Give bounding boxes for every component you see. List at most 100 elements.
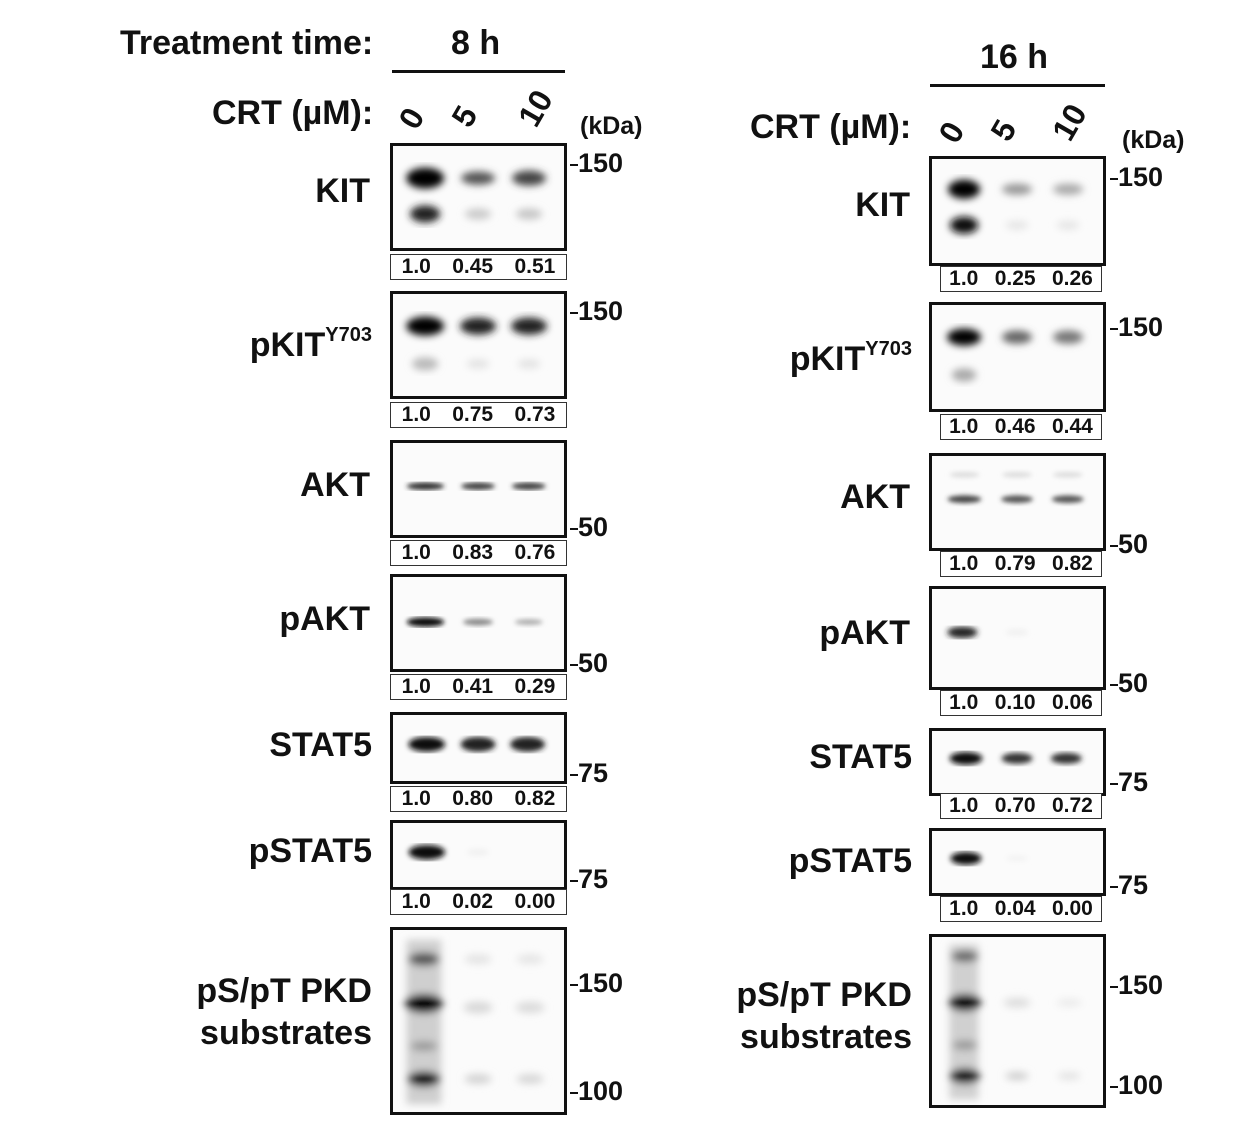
conc-5-left: 5 [444, 99, 485, 133]
protein-name: pKIT [789, 340, 866, 378]
blot-pkit-16h [929, 302, 1106, 412]
phospho-site: Y703 [325, 324, 372, 346]
quant-value: 0.79 [994, 552, 1036, 575]
treatment-time-label: Treatment time: [120, 24, 374, 62]
quant-akt-8h: 1.0 0.83 0.76 [390, 540, 567, 566]
blot-pakt-8h [390, 574, 567, 672]
mw-marker: 150 [569, 968, 624, 998]
quant-value: 0.83 [452, 541, 494, 564]
mw-marker: 75 [569, 864, 609, 894]
quant-akt-16h: 1.0 0.79 0.82 [940, 551, 1102, 577]
protein-label-akt: AKT [840, 478, 910, 516]
quant-value: 0.80 [452, 787, 494, 810]
protein-label-kit: KIT [855, 186, 910, 224]
blot-pkit-8h [390, 291, 567, 399]
blot-pstat5-8h [390, 820, 567, 890]
quant-value: 1.0 [401, 675, 431, 698]
quant-value: 1.0 [401, 541, 431, 564]
protein-label-pkd-substrates: pS/pT PKD substrates [736, 976, 912, 1056]
quant-value: 0.70 [994, 794, 1036, 817]
protein-name: pKIT [249, 326, 326, 364]
quant-stat5-8h: 1.0 0.80 0.82 [390, 786, 567, 812]
mw-marker: 50 [569, 512, 609, 542]
blot-akt-8h [390, 440, 567, 538]
crt-label-left: CRT (µM): [212, 94, 374, 132]
quant-value: 0.44 [1051, 415, 1093, 438]
quant-value: 0.41 [452, 675, 494, 698]
quant-value: 1.0 [949, 415, 979, 438]
quant-value: 0.76 [514, 541, 556, 564]
kda-unit-left: (kDa) [580, 112, 643, 140]
quant-value: 0.10 [994, 691, 1036, 714]
blot-kit-16h [929, 156, 1106, 266]
quant-value: 1.0 [401, 890, 431, 913]
crt-label-right: CRT (µM): [750, 108, 912, 146]
protein-label-kit: KIT [315, 172, 370, 210]
quant-value: 0.82 [1051, 552, 1093, 575]
blot-stat5-16h [929, 728, 1106, 796]
quant-value: 1.0 [401, 787, 431, 810]
kda-unit-right: (kDa) [1122, 126, 1185, 154]
mw-marker: 50 [1109, 668, 1149, 698]
blot-pakt-16h [929, 586, 1106, 690]
conc-10-left: 10 [510, 83, 560, 133]
blot-pkd-substrates-8h [390, 927, 567, 1115]
mw-marker: 50 [569, 648, 609, 678]
quant-pkit-8h: 1.0 0.75 0.73 [390, 402, 567, 428]
blot-pstat5-16h [929, 828, 1106, 896]
quant-pakt-8h: 1.0 0.41 0.29 [390, 674, 567, 700]
protein-label-pkd-substrates: pS/pT PKD substrates [196, 972, 372, 1052]
quant-pkit-16h: 1.0 0.46 0.44 [940, 414, 1102, 440]
conc-0-right: 0 [931, 115, 972, 149]
protein-label-pakt: pAKT [819, 614, 910, 652]
mw-marker: 50 [1109, 529, 1149, 559]
conc-0-left: 0 [391, 101, 432, 135]
mw-marker: 150 [569, 148, 624, 178]
quant-value: 1.0 [949, 794, 979, 817]
quant-kit-8h: 1.0 0.45 0.51 [390, 254, 567, 280]
quant-value: 0.00 [1051, 897, 1093, 920]
quant-value: 0.25 [994, 267, 1036, 290]
time-underline-8h [392, 70, 565, 73]
quant-value: 0.51 [514, 255, 556, 278]
quant-pstat5-16h: 1.0 0.04 0.00 [940, 896, 1102, 922]
time-label-8h: 8 h [451, 24, 501, 62]
mw-marker: 75 [1109, 870, 1149, 900]
quant-value: 1.0 [401, 255, 431, 278]
quant-kit-16h: 1.0 0.25 0.26 [940, 266, 1102, 292]
protein-label-pstat5: pSTAT5 [248, 832, 372, 870]
time-label-16h: 16 h [980, 38, 1049, 76]
quant-value: 0.04 [994, 897, 1036, 920]
quant-value: 1.0 [401, 403, 431, 426]
quant-stat5-16h: 1.0 0.70 0.72 [940, 793, 1102, 819]
quant-value: 0.06 [1051, 691, 1093, 714]
mw-marker: 100 [569, 1076, 624, 1106]
mw-marker: 75 [569, 758, 609, 788]
quant-pstat5-8h: 1.0 0.02 0.00 [390, 889, 567, 915]
protein-label-stat5: STAT5 [269, 726, 372, 764]
mw-marker: 150 [1109, 312, 1164, 342]
mw-marker: 150 [1109, 970, 1164, 1000]
protein-label-akt: AKT [300, 466, 370, 504]
quant-value: 1.0 [949, 267, 979, 290]
mw-marker: 150 [569, 296, 624, 326]
mw-marker: 100 [1109, 1070, 1164, 1100]
quant-value: 1.0 [949, 552, 979, 575]
quant-value: 0.75 [452, 403, 494, 426]
quant-value: 0.73 [514, 403, 556, 426]
protein-label-pstat5: pSTAT5 [788, 842, 912, 880]
quant-value: 0.02 [452, 890, 494, 913]
quant-value: 1.0 [949, 691, 979, 714]
blot-kit-8h [390, 143, 567, 251]
blot-pkd-substrates-16h [929, 934, 1106, 1108]
quant-value: 0.45 [452, 255, 494, 278]
protein-label-stat5: STAT5 [809, 738, 912, 776]
protein-label-pakt: pAKT [279, 600, 370, 638]
protein-label-pkit: pKITY703 [180, 324, 372, 371]
quant-value: 0.46 [994, 415, 1036, 438]
quant-value: 0.26 [1051, 267, 1093, 290]
quant-value: 0.29 [514, 675, 556, 698]
conc-5-right: 5 [983, 113, 1024, 147]
quant-value: 0.72 [1051, 794, 1093, 817]
blot-akt-16h [929, 453, 1106, 551]
